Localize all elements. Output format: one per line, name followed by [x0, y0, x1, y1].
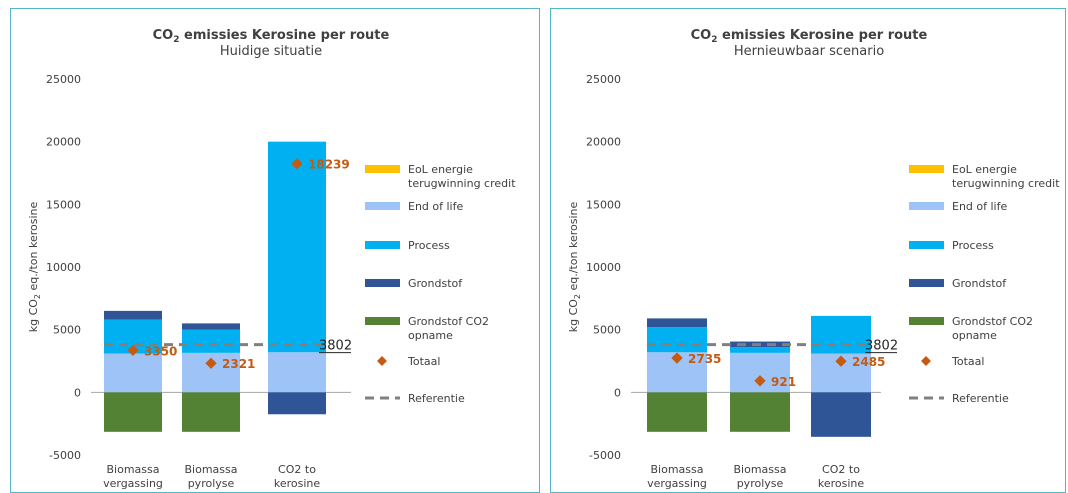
legend-swatch	[909, 317, 944, 325]
y-tick-label: 15000	[46, 198, 81, 211]
x-tick-label: kerosine	[274, 477, 321, 490]
totaal-marker	[835, 355, 847, 367]
legend-swatch	[909, 202, 944, 210]
y-axis-label: kg CO2 eq./ton kerosine	[27, 202, 42, 333]
chart-panel-huidige-situatie: CO2 emissies Kerosine per route Huidige s…	[10, 8, 540, 493]
legend-entry-label: EoL energie	[408, 163, 473, 176]
chart-title: CO2 emissies Kerosine per route	[153, 28, 390, 45]
legend-swatch	[909, 241, 944, 249]
y-tick-label: -5000	[49, 449, 81, 462]
y-tick-label: 0	[614, 386, 621, 399]
y-axis-label: kg CO2 eq./ton kerosine	[567, 202, 582, 333]
bar-segment	[647, 318, 707, 328]
legend-entry-label: Process	[408, 239, 450, 252]
totaal-data-label: 2321	[222, 357, 255, 371]
bar-segment	[730, 392, 790, 432]
x-tick-label: Biomassa	[651, 463, 704, 476]
y-tick-label: 20000	[586, 136, 621, 149]
legend-entry-label: Totaal	[951, 355, 984, 368]
bar-segment	[268, 352, 326, 393]
x-tick-label: kerosine	[818, 477, 865, 490]
legend-entry-label: End of life	[408, 200, 463, 213]
legend-swatch	[365, 317, 400, 325]
legend-swatch	[921, 356, 931, 366]
totaal-data-label: 3350	[144, 344, 177, 358]
legend-entry-label: Process	[952, 239, 994, 252]
totaal-data-label: 921	[771, 375, 796, 389]
legend-entry-label: Grondstof	[408, 277, 463, 290]
legend-entry-label: terugwinning credit	[952, 177, 1060, 190]
x-tick-label: pyrolyse	[188, 477, 235, 490]
legend-swatch	[365, 165, 400, 173]
bar-segment	[182, 392, 240, 432]
x-tick-label: pyrolyse	[737, 477, 784, 490]
totaal-data-label: 2735	[688, 352, 721, 366]
x-tick-label: Biomassa	[185, 463, 238, 476]
y-tick-label: 10000	[586, 261, 621, 274]
legend-swatch	[377, 356, 387, 366]
legend-entry-label: EoL energie	[952, 163, 1017, 176]
chart-subtitle: Hernieuwbaar scenario	[734, 44, 884, 59]
legend-swatch	[365, 202, 400, 210]
chart-subtitle: Huidige situatie	[220, 44, 322, 59]
x-tick-label: CO2 to	[822, 463, 860, 476]
legend-entry-label: Grondstof CO2	[952, 315, 1033, 328]
y-tick-label: 25000	[46, 73, 81, 86]
bar-segment	[104, 310, 162, 320]
totaal-data-label: 2485	[852, 355, 885, 369]
legend-entry-label: Totaal	[407, 355, 440, 368]
y-tick-label: 5000	[53, 324, 81, 337]
totaal-marker	[291, 158, 303, 170]
bar-segment	[182, 323, 240, 330]
y-tick-label: 10000	[46, 261, 81, 274]
y-tick-label: 25000	[586, 73, 621, 86]
referentie-label: 3802	[865, 339, 898, 354]
y-tick-label: -5000	[589, 449, 621, 462]
chart-title: CO2 emissies Kerosine per route	[691, 28, 928, 45]
legend-entry-label: Referentie	[952, 392, 1009, 405]
bar-segment	[730, 347, 790, 353]
x-tick-label: CO2 to	[278, 463, 316, 476]
legend-swatch	[365, 241, 400, 249]
chart-panel-hernieuwbaar-scenario: CO2 emissies Kerosine per route Hernieuwb…	[550, 8, 1066, 493]
totaal-marker	[754, 375, 766, 387]
bar-segment	[647, 327, 707, 353]
bar-segment	[268, 392, 326, 415]
legend-entry-label: opname	[408, 329, 453, 342]
totaal-data-label: 18239	[308, 158, 350, 172]
bar-segment	[104, 353, 162, 393]
legend-entry-label: Referentie	[408, 392, 465, 405]
x-tick-label: vergassing	[647, 477, 707, 490]
totaal-marker	[205, 357, 217, 369]
bar-segment	[104, 392, 162, 432]
bar-segment	[811, 392, 871, 437]
referentie-label: 3802	[319, 339, 352, 354]
legend-entry-label: Grondstof CO2	[408, 315, 489, 328]
legend-swatch	[909, 165, 944, 173]
legend-swatch	[365, 279, 400, 287]
x-tick-label: Biomassa	[734, 463, 787, 476]
x-tick-label: Biomassa	[107, 463, 160, 476]
bar-segment	[268, 141, 326, 353]
bar-segment	[647, 392, 707, 432]
legend-entry-label: Grondstof	[952, 277, 1007, 290]
legend-entry-label: End of life	[952, 200, 1007, 213]
y-tick-label: 20000	[46, 136, 81, 149]
legend-swatch	[909, 279, 944, 287]
y-tick-label: 15000	[586, 198, 621, 211]
y-tick-label: 0	[74, 386, 81, 399]
bar-segment	[811, 315, 871, 354]
legend-entry-label: opname	[952, 329, 997, 342]
x-tick-label: vergassing	[103, 477, 163, 490]
bar-segment	[182, 329, 240, 353]
y-tick-label: 5000	[593, 324, 621, 337]
chart-hernieuwbaar-scenario: CO2 emissies Kerosine per routeHernieuwb…	[567, 28, 1060, 490]
legend-entry-label: terugwinning credit	[408, 177, 516, 190]
